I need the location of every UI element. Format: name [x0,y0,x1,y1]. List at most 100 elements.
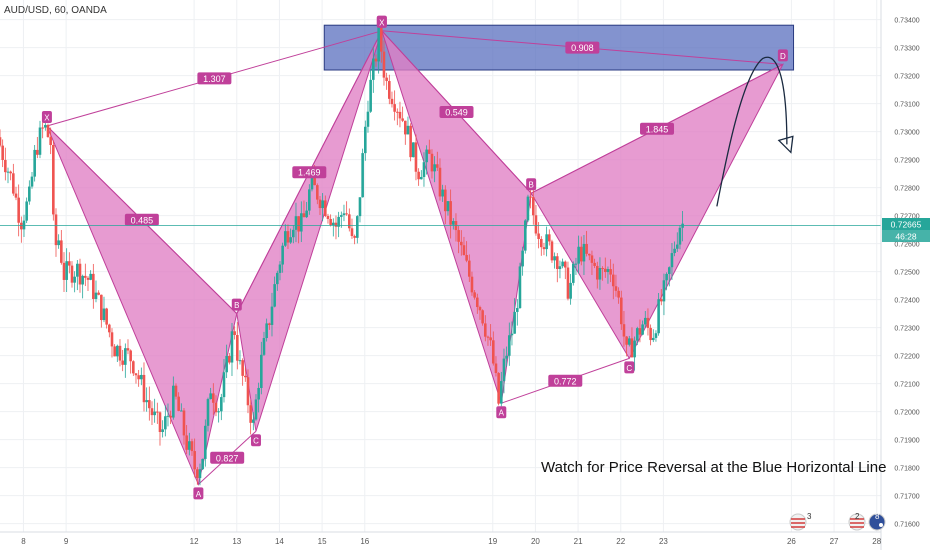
candle-body [651,337,655,341]
price-tick-label: 0.73200 [894,74,919,81]
candle-body [30,176,34,187]
point-label-bg [231,298,242,311]
candle-body [678,227,682,245]
price-tick-label: 0.71600 [894,522,919,529]
candle-body [0,137,2,146]
candle-body [156,411,159,413]
candle-body [374,58,378,62]
candle-body [254,399,258,420]
time-tick-label: 8 [21,537,26,546]
candle-body [537,233,540,239]
candle-body [310,174,314,190]
candle-body [571,263,575,283]
badge-count: 2 [855,512,860,521]
candle-body [334,222,338,227]
candle-body [646,317,650,328]
candle-body [542,247,546,250]
candle-body [486,336,490,338]
candle-body [273,284,276,307]
point-label-layer: XABCDXABCD [41,15,788,500]
candle-body [230,331,234,363]
point-label-bg [526,178,537,191]
candle-body [196,469,199,479]
candle-body [73,276,76,283]
candle-body [593,262,596,266]
candle-body [401,118,404,121]
candle-body [582,243,586,262]
candle-body [446,201,450,212]
time-tick-label: 22 [616,537,625,546]
candle-body [614,286,618,291]
candle-body [406,125,410,135]
candle-body [212,393,215,403]
candle-body [100,294,103,321]
candle-body [353,236,356,238]
point-label: C [626,364,632,373]
candle-body [611,274,615,287]
candle-body [443,189,447,212]
candle-body [436,164,439,168]
candle-body [385,77,388,82]
candle-body [518,266,522,309]
event-badge-2[interactable]: 2 [848,512,866,531]
price-tick-label: 0.73000 [894,130,919,137]
candle-body [617,290,620,298]
candle-body [142,374,146,403]
candle-body [609,269,612,275]
candle-body [44,124,47,128]
candle-body [308,189,311,211]
candle-body [46,124,50,138]
candle-body [348,214,351,229]
candle-body [89,273,92,280]
candle-body [393,104,396,112]
candle-body [574,263,578,265]
time-tick-label: 19 [488,537,497,546]
candle-body [428,149,431,154]
candle-body [414,142,418,172]
candle-body [388,81,391,99]
candle-body [497,373,500,404]
event-badge-1[interactable]: 3 [789,512,812,531]
candle-body [262,338,266,355]
point-label-bg [41,111,52,123]
ratio-label-bg [292,166,327,179]
candle-body [270,306,274,325]
candle-body [257,387,260,400]
candle-body [577,246,580,264]
time-tick-label: 21 [574,537,583,546]
us-flag-icon [789,513,807,531]
candle-body [654,333,658,338]
candle-body [659,299,663,302]
ratio-label: 0.549 [445,108,468,118]
point-label-bg [250,434,261,447]
candle-body [561,261,564,267]
candle-body [451,221,455,225]
candle-body [140,374,143,380]
candle-body [499,381,503,404]
candle-body [606,269,610,273]
candle-body [49,137,52,146]
candle-body [198,469,202,479]
event-badge-3[interactable]: 8 [868,512,886,531]
time-tick-label: 12 [190,537,199,546]
time-axis-ticks[interactable]: 8 9 12 13 14 15 16 19 20 21 22 23 26 27 28 [21,537,881,546]
candle-body [587,253,591,256]
candle-body [491,340,495,364]
candle-body [206,399,210,426]
candle-body [129,350,132,362]
candle-body [281,245,284,265]
candle-body [595,265,599,280]
candle-body [553,256,556,261]
price-axis[interactable] [881,0,932,550]
ratio-label-bg [439,106,474,118]
candle-body [28,186,31,202]
candle-body [324,200,327,216]
point-label-bg [624,361,635,374]
candle-body [531,197,535,216]
candle-body [54,214,58,246]
candle-body [619,297,623,325]
candle-body [102,308,106,321]
price-tick-label: 0.72300 [894,326,919,333]
candle-body [673,248,676,254]
